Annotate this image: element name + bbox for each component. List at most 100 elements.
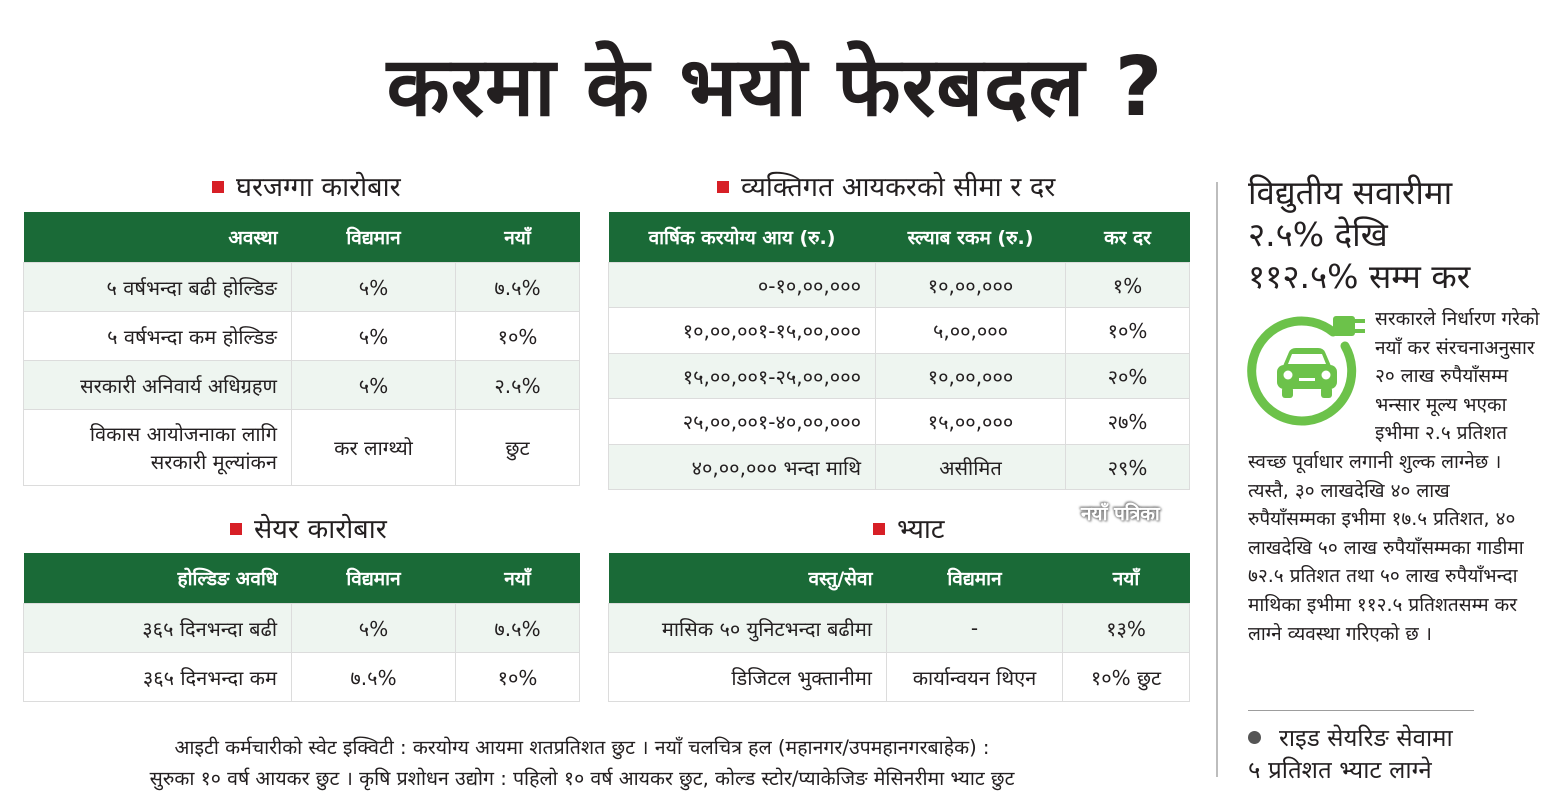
existing-cell: ५% — [291, 603, 456, 653]
vat-heading-text: भ्याट — [897, 514, 945, 545]
existing-cell: ५% — [291, 262, 456, 312]
income-range-cell: २५,००,००१-४०,००,००० — [608, 398, 876, 445]
income-range-cell: १५,००,००१-२५,००,००० — [608, 353, 876, 399]
real-estate-heading-text: घरजग्गा कारोबार — [236, 172, 401, 203]
table-row: १५,००,००१-२५,००,००० १०,००,००० २०% — [608, 353, 1190, 399]
table-header-row: वस्तु/सेवा विद्यमान नयाँ — [608, 553, 1190, 604]
table-header-row: अवस्था विद्यमान नयाँ — [23, 212, 580, 263]
col-header-goods-service: वस्तु/सेवा — [608, 553, 887, 604]
table-row: ३६५ दिनभन्दा बढी ५% ७.५% — [23, 603, 580, 653]
ride-sharing-line-1: राइड सेयरिङ सेवामा — [1279, 724, 1453, 752]
table-row: ३६५ दिनभन्दा कम ७.५% १०% — [23, 652, 580, 702]
real-estate-table: अवस्था विद्यमान नयाँ ५ वर्षभन्दा बढी होल… — [23, 212, 580, 486]
col-header-tax-rate: कर दर — [1065, 212, 1190, 263]
condition-cell: ५ वर्षभन्दा बढी होल्डिङ — [23, 262, 292, 312]
footer-note: आइटी कर्मचारीको स्वेट इक्विटी : करयोग्य … — [22, 732, 1142, 794]
existing-cell: कार्यान्वयन थिएन — [886, 652, 1063, 702]
table-row: मासिक ५० युनिटभन्दा बढीमा - १३% — [608, 603, 1190, 653]
table-row: ५ वर्षभन्दा कम होल्डिङ ५% १०% — [23, 311, 580, 361]
new-cell: ७.५% — [455, 603, 580, 653]
new-cell: १३% — [1062, 603, 1190, 653]
income-tax-heading: व्यक्तिगत आयकरको सीमा र दर — [717, 170, 1055, 206]
condition-line-1: विकास आयोजनाका लागि — [89, 421, 277, 446]
real-estate-heading: घरजग्गा कारोबार — [212, 170, 401, 206]
footer-line-2: सुरुका १० वर्ष आयकर छुट । कृषि प्रशोधन उ… — [149, 767, 1015, 790]
col-header-new: नयाँ — [1062, 553, 1190, 604]
footer-line-1: आइटी कर्मचारीको स्वेट इक्विटी : करयोग्य … — [174, 736, 990, 759]
slab-amount-cell: १०,००,००० — [875, 262, 1066, 308]
red-square-bullet-icon — [212, 180, 224, 193]
table-row: डिजिटल भुक्तानीमा कार्यान्वयन थिएन १०% छ… — [608, 652, 1190, 702]
condition-cell: विकास आयोजनाका लागि सरकारी मूल्यांकन — [23, 409, 292, 486]
existing-cell: ७.५% — [291, 652, 456, 702]
income-tax-heading-text: व्यक्तिगत आयकरको सीमा र दर — [741, 172, 1056, 203]
page-title: करमा के भयो फेरबदल ? — [386, 40, 1164, 135]
shares-heading-text: सेयर कारोबार — [254, 514, 387, 545]
table-row: ०-१०,००,००० १०,००,००० १% — [608, 262, 1190, 308]
ev-description: सरकारले निर्धारण गरेको नयाँ कर संरचनाअनु… — [1248, 305, 1540, 648]
existing-cell: कर लाग्थ्यो — [291, 409, 456, 486]
goods-service-cell: डिजिटल भुक्तानीमा — [608, 652, 887, 702]
holding-period-cell: ३६५ दिनभन्दा कम — [23, 652, 292, 702]
bullet-dot-icon — [1248, 730, 1261, 744]
new-cell: १०% — [455, 311, 580, 361]
table-row: सरकारी अनिवार्य अधिग्रहण ५% २.५% — [23, 360, 580, 410]
ev-description-text: सरकारले निर्धारण गरेको नयाँ कर संरचनाअनु… — [1248, 308, 1540, 645]
ev-heading-line-1: विद्युतीय सवारीमा — [1248, 173, 1453, 212]
existing-cell: ५% — [291, 360, 456, 410]
tax-rate-cell: २७% — [1065, 398, 1190, 445]
new-cell: ७.५% — [455, 262, 580, 312]
table-row: विकास आयोजनाका लागि सरकारी मूल्यांकन कर … — [23, 409, 580, 486]
ev-heading-line-2: २.५% देखि — [1248, 215, 1388, 254]
electric-car-plug-icon — [1247, 316, 1365, 426]
col-header-existing: विद्यमान — [886, 553, 1063, 604]
ride-sharing-line-2: ५ प्रतिशत भ्याट लाग्ने — [1248, 756, 1432, 784]
table-header-row: होल्डिङ अवधि विद्यमान नयाँ — [23, 553, 580, 604]
slab-amount-cell: असीमित — [875, 444, 1066, 490]
income-range-cell: १०,००,००१-१५,००,००० — [608, 307, 876, 354]
ev-heading: विद्युतीय सवारीमा २.५% देखि ११२.५% सम्म … — [1248, 172, 1548, 298]
new-cell: १०% — [455, 652, 580, 702]
red-square-bullet-icon — [873, 522, 885, 535]
goods-service-cell: मासिक ५० युनिटभन्दा बढीमा — [608, 603, 887, 653]
existing-cell: - — [886, 603, 1063, 653]
tax-rate-cell: २९% — [1065, 444, 1190, 490]
income-range-cell: ४०,००,००० भन्दा माथि — [608, 444, 876, 490]
existing-cell: ५% — [291, 311, 456, 361]
col-header-new: नयाँ — [455, 212, 580, 263]
shares-heading: सेयर कारोबार — [230, 512, 387, 548]
condition-line-2: सरकारी मूल्यांकन — [150, 449, 277, 474]
income-tax-table: वार्षिक करयोग्य आय (रु.) स्ल्याब रकम (रु… — [608, 212, 1190, 490]
holding-period-cell: ३६५ दिनभन्दा बढी — [23, 603, 292, 653]
new-cell: १०% छुट — [1062, 652, 1190, 702]
new-cell: छुट — [455, 409, 580, 486]
col-header-condition: अवस्था — [23, 212, 292, 263]
table-row: ४०,००,००० भन्दा माथि असीमित २९% — [608, 444, 1190, 490]
shares-table: होल्डिङ अवधि विद्यमान नयाँ ३६५ दिनभन्दा … — [23, 553, 580, 702]
tax-rate-cell: २०% — [1065, 353, 1190, 399]
vertical-divider — [1216, 182, 1218, 777]
col-header-slab-amount: स्ल्याब रकम (रु.) — [875, 212, 1066, 263]
condition-cell: ५ वर्षभन्दा कम होल्डिङ — [23, 311, 292, 361]
condition-cell: सरकारी अनिवार्य अधिग्रहण — [23, 360, 292, 410]
col-header-existing: विद्यमान — [291, 553, 456, 604]
sidebar-divider — [1248, 710, 1474, 711]
table-row: २५,००,००१-४०,००,००० १५,००,००० २७% — [608, 398, 1190, 445]
col-header-annual-income: वार्षिक करयोग्य आय (रु.) — [608, 212, 876, 263]
tax-rate-cell: १०% — [1065, 307, 1190, 354]
col-header-holding-period: होल्डिङ अवधि — [23, 553, 292, 604]
tax-rate-cell: १% — [1065, 262, 1190, 308]
ev-heading-line-3: ११२.५% सम्म कर — [1248, 257, 1471, 296]
slab-amount-cell: १०,००,००० — [875, 353, 1066, 399]
slab-amount-cell: १५,००,००० — [875, 398, 1066, 445]
col-header-new: नयाँ — [455, 553, 580, 604]
source-credit: नयाँ पत्रिका — [1081, 503, 1160, 525]
red-square-bullet-icon — [717, 180, 729, 193]
table-header-row: वार्षिक करयोग्य आय (रु.) स्ल्याब रकम (रु… — [608, 212, 1190, 263]
slab-amount-cell: ५,००,००० — [875, 307, 1066, 354]
table-row: ५ वर्षभन्दा बढी होल्डिङ ५% ७.५% — [23, 262, 580, 312]
vat-heading: भ्याट — [873, 512, 945, 548]
new-cell: २.५% — [455, 360, 580, 410]
ride-sharing-note: राइड सेयरिङ सेवामा ५ प्रतिशत भ्याट लाग्न… — [1248, 722, 1548, 786]
red-square-bullet-icon — [230, 522, 242, 535]
